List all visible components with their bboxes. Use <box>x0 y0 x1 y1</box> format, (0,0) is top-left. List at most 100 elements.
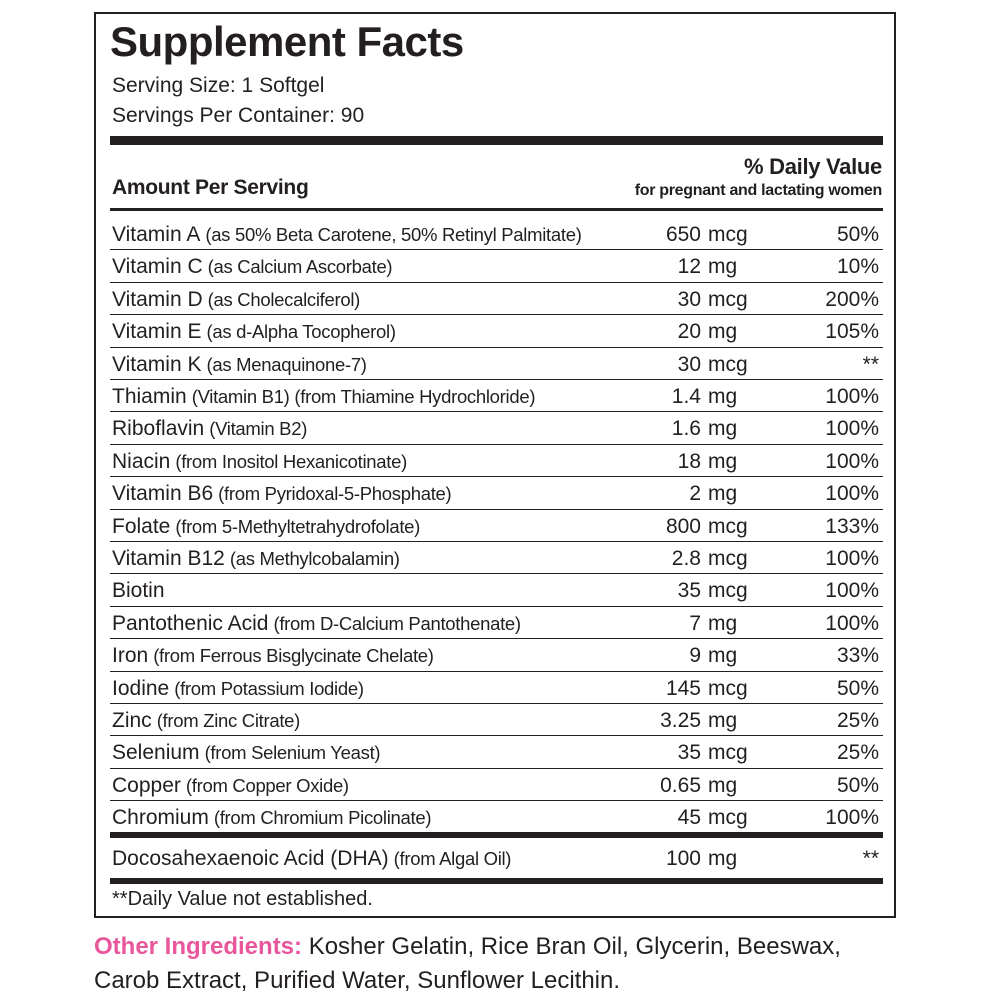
nutrient-source: (as Menaquinone-7) <box>206 353 367 375</box>
unit: mcg <box>708 514 748 538</box>
nutrient-source: (from D-Calcium Pantothenate) <box>273 612 521 634</box>
amount: 0.65 <box>660 773 701 797</box>
daily-value: 33% <box>836 644 879 668</box>
nutrient-source: (Vitamin B2) <box>209 418 308 440</box>
daily-value: 200% <box>825 287 879 311</box>
nutrient-row: Niacin (from Inositol Hexanicotinate) 18 mg… <box>110 445 883 478</box>
amount: 2.8 <box>671 547 701 570</box>
nutrient-row: Chromium (from Chromium Picolinate) 45 mcg 1… <box>110 801 883 833</box>
nutrient-row: Folate (from 5-Methyltetrahydrofolate) 800… <box>110 510 883 542</box>
nutrient-name: Iron (from Ferrous Bisglycinate Chelate) <box>112 644 434 668</box>
amount: 18 <box>677 449 701 473</box>
unit: mg <box>708 773 738 797</box>
unit: mcg <box>708 223 748 246</box>
daily-value: 100% <box>825 806 879 830</box>
nutrient-row: Vitamin C (as Calcium Ascorbate) 12 mg 10% <box>110 250 883 283</box>
nutrient-row: Vitamin D (as Cholecalciferol) 30 mcg 200% <box>110 283 883 316</box>
amount: 35 <box>677 579 701 603</box>
unit: mcg <box>708 676 748 700</box>
nutrient-source: (from Potassium Iodide) <box>174 677 364 699</box>
nutrient-source: (as Calcium Ascorbate) <box>207 256 393 278</box>
facts-box <box>94 12 896 918</box>
unit: mg <box>708 449 738 473</box>
nutrient-source: (from Zinc Citrate) <box>156 710 301 731</box>
nutrient-row: Vitamin B6 (from Pyridoxal-5-Phosphate) 2 m… <box>110 477 883 510</box>
unit: mg <box>708 255 738 279</box>
nutrient-source: (as Cholecalciferol) <box>207 288 361 310</box>
nutrient-name: Vitamin B6 (from Pyridoxal-5-Phosphate) <box>112 482 452 506</box>
nutrient-source: (Vitamin B1) (from Thiamine Hydrochlorid… <box>191 386 536 407</box>
nutrient-row: Copper (from Copper Oxide) 0.65 mg 50% <box>110 769 883 802</box>
daily-value: 100% <box>825 449 879 473</box>
daily-value: ** <box>862 847 879 870</box>
nutrient-row: Vitamin K (as Menaquinone-7) 30 mcg ** <box>110 348 883 380</box>
daily-value: 133% <box>825 514 879 538</box>
nutrient-row: Iron (from Ferrous Bisglycinate Chelate) 9… <box>110 639 883 672</box>
title: Supplement Facts <box>110 18 464 65</box>
amount: 20 <box>677 320 701 344</box>
unit: mg <box>708 847 738 870</box>
unit: mcg <box>708 741 748 765</box>
unit: mcg <box>708 806 748 830</box>
nutrient-source: (as d-Alpha Tocopherol) <box>206 321 396 343</box>
servings-per-container: Servings Per Container: 90 <box>112 104 365 127</box>
nutrient-name: Pantothenic Acid (from D-Calcium Pantothe… <box>112 611 521 635</box>
daily-value: 50% <box>836 773 879 797</box>
daily-value: 100% <box>825 385 879 408</box>
amount: 12 <box>677 255 701 279</box>
thick-rule <box>110 136 883 145</box>
amount: 100 <box>665 847 701 870</box>
nutrient-source: (from Copper Oxide) <box>185 774 349 796</box>
nutrient-source: (from Chromium Picolinate) <box>213 807 432 829</box>
nutrient-name: Vitamin B12 (as Methylcobalamin) <box>112 547 400 570</box>
nutrient-row: Vitamin B12 (as Methylcobalamin) 2.8 mcg 100… <box>110 542 883 575</box>
amount: 35 <box>677 741 701 765</box>
nutrient-row: Selenium (from Selenium Yeast) 35 mcg 25% <box>110 736 883 769</box>
nutrient-name: Vitamin A (as 50% Beta Carotene, 50% Reti… <box>112 223 582 246</box>
amount: 800 <box>665 514 701 538</box>
thick-rule <box>110 832 883 838</box>
dv-note: for pregnant and lactating women <box>634 182 883 199</box>
rule <box>110 208 883 211</box>
footnote: **Daily Value not established. <box>112 888 373 910</box>
nutrient-name: Selenium (from Selenium Yeast) <box>112 741 381 765</box>
nutrient-source: (from Ferrous Bisglycinate Chelate) <box>153 645 434 667</box>
daily-value: 25% <box>836 709 879 732</box>
serving-size: Serving Size: 1 Softgel <box>112 74 325 97</box>
nutrient-name: Vitamin D (as Cholecalciferol) <box>112 287 361 311</box>
nutrient-name: Vitamin E (as d-Alpha Tocopherol) <box>112 320 396 344</box>
nutrient-row: Docosahexaenoic Acid (DHA) (from Algal Oi… <box>110 842 883 874</box>
nutrient-source: (as Methylcobalamin) <box>229 548 400 569</box>
nutrient-name: Zinc (from Zinc Citrate) <box>112 709 301 732</box>
unit: mcg <box>708 579 748 603</box>
daily-value: 100% <box>825 611 879 635</box>
amount: 30 <box>677 287 701 311</box>
other-ingredients-text: Kosher Gelatin, Rice Bran Oil, Glycerin,… <box>94 933 841 994</box>
daily-value: ** <box>862 352 879 376</box>
nutrient-name: Thiamin (Vitamin B1) (from Thiamine Hydro… <box>112 385 536 408</box>
other-ingredients: Other Ingredients: Kosher Gelatin, Rice … <box>94 930 904 998</box>
nutrient-row: Zinc (from Zinc Citrate) 3.25 mg 25% <box>110 704 883 737</box>
nutrient-row: Vitamin E (as d-Alpha Tocopherol) 20 mg 105% <box>110 315 883 348</box>
unit: mg <box>708 320 738 344</box>
nutrient-source: (from Inositol Hexanicotinate) <box>175 450 407 472</box>
amount: 2 <box>689 482 701 506</box>
nutrient-row: Thiamin (Vitamin B1) (from Thiamine Hydro… <box>110 380 883 413</box>
nutrient-name: Docosahexaenoic Acid (DHA) (from Algal Oi… <box>112 847 512 870</box>
amount: 1.6 <box>671 417 701 441</box>
daily-value: 50% <box>836 676 879 700</box>
unit: mcg <box>708 287 748 311</box>
amount: 145 <box>665 676 701 700</box>
nutrient-row: Iodine (from Potassium Iodide) 145 mcg 50% <box>110 672 883 704</box>
daily-value: 50% <box>836 223 879 246</box>
amount: 7 <box>689 611 701 635</box>
amount: 30 <box>677 352 701 376</box>
nutrient-source: (from 5-Methyltetrahydrofolate) <box>175 515 421 537</box>
nutrient-name: Copper (from Copper Oxide) <box>112 773 349 797</box>
daily-value: 105% <box>825 320 879 344</box>
nutrient-source: (from Selenium Yeast) <box>204 742 381 764</box>
nutrient-name: Vitamin K (as Menaquinone-7) <box>112 352 367 376</box>
nutrient-name: Niacin (from Inositol Hexanicotinate) <box>112 449 407 473</box>
nutrient-source: (from Pyridoxal-5-Phosphate) <box>218 483 452 505</box>
